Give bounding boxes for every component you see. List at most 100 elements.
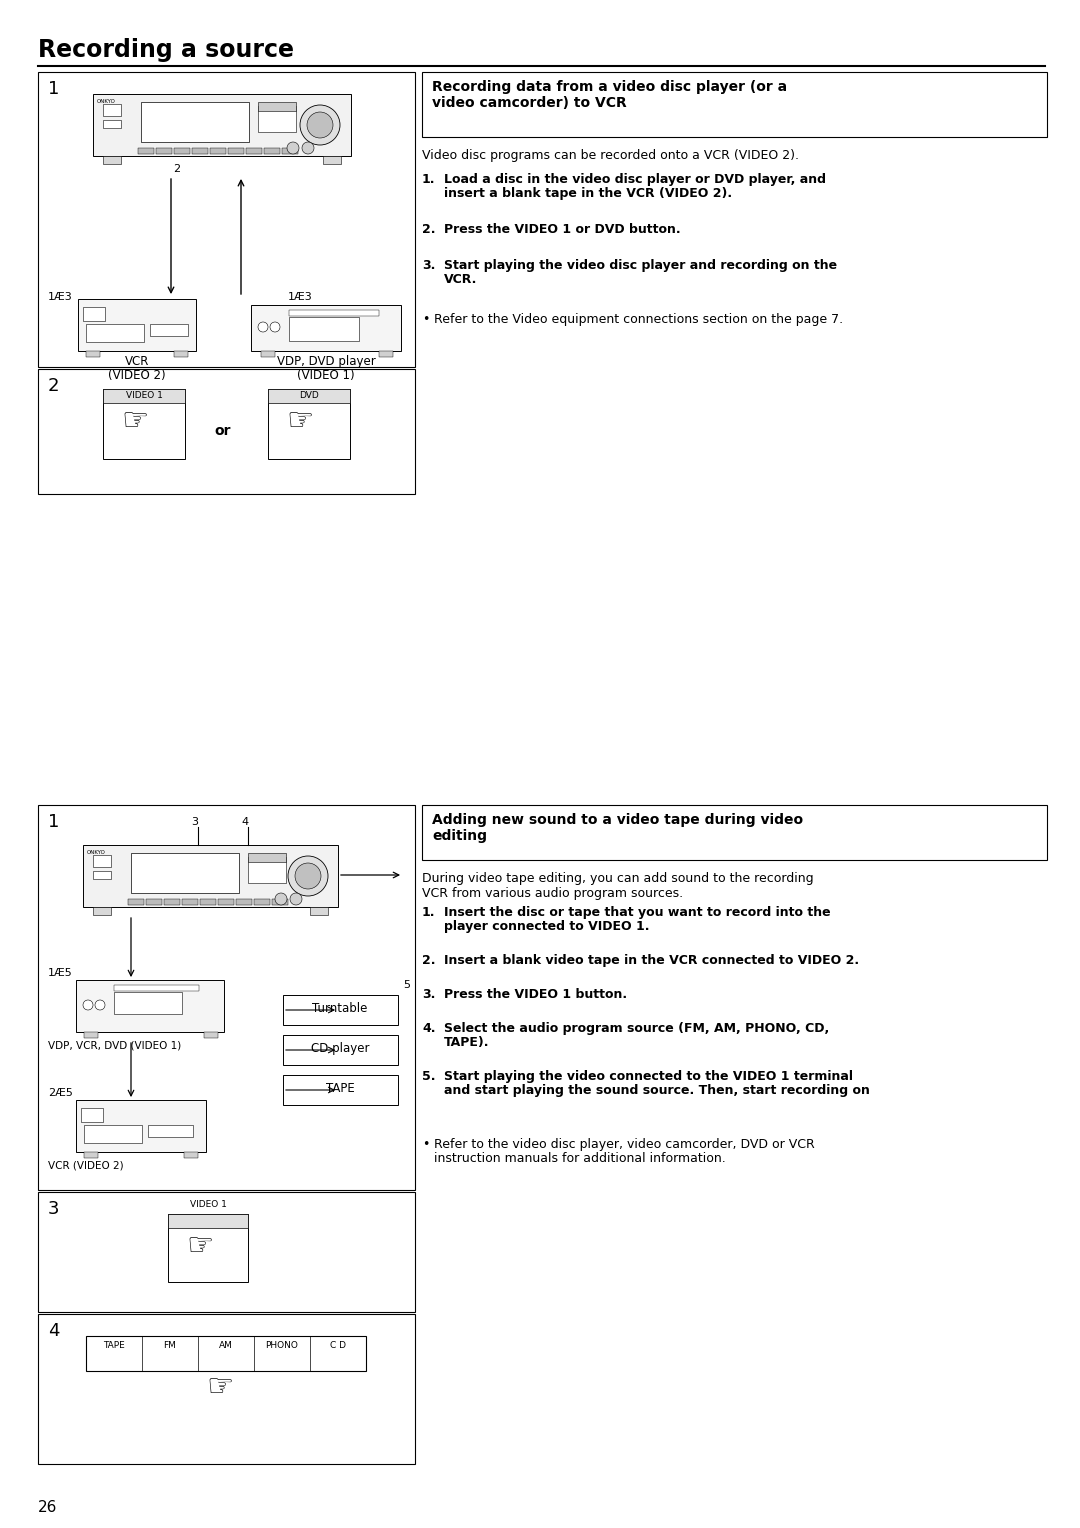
Bar (248, 853, 286, 862)
Text: 2: 2 (48, 377, 59, 396)
Text: VDP, VCR, DVD (VIDEO 1): VDP, VCR, DVD (VIDEO 1) (48, 1041, 181, 1050)
Text: ☞: ☞ (286, 406, 313, 435)
Text: ☞: ☞ (186, 1232, 214, 1261)
Bar (86, 1335, 366, 1371)
Text: TAPE: TAPE (326, 1082, 354, 1096)
Bar (168, 1215, 248, 1229)
Bar (93, 95, 351, 156)
Circle shape (258, 322, 268, 332)
Bar (93, 856, 111, 866)
Bar (283, 1076, 399, 1105)
Bar (38, 1314, 415, 1464)
Text: 3.: 3. (422, 989, 435, 1001)
Text: (VIDEO 2): (VIDEO 2) (108, 368, 166, 382)
Bar (78, 299, 195, 351)
Circle shape (291, 892, 302, 905)
Bar (183, 898, 198, 905)
Text: Insert a blank video tape in the VCR connected to VIDEO 2.: Insert a blank video tape in the VCR con… (444, 953, 859, 967)
Bar (204, 1031, 218, 1038)
Bar (93, 908, 111, 915)
Bar (283, 995, 399, 1025)
Text: VDP, DVD player: VDP, DVD player (276, 354, 376, 368)
Text: 1: 1 (48, 79, 59, 98)
Text: Adding new sound to a video tape during video
editing: Adding new sound to a video tape during … (432, 813, 804, 843)
Text: TAPE).: TAPE). (444, 1036, 489, 1050)
Text: 2Æ5: 2Æ5 (48, 1088, 72, 1099)
Text: Load a disc in the video disc player or DVD player, and: Load a disc in the video disc player or … (444, 173, 826, 186)
Text: 1Æ5: 1Æ5 (48, 969, 72, 978)
Text: 1Æ3: 1Æ3 (48, 292, 72, 303)
Bar (246, 148, 262, 154)
Bar (38, 368, 415, 494)
Bar (83, 845, 338, 908)
Circle shape (95, 999, 105, 1010)
Text: VIDEO 1: VIDEO 1 (190, 1199, 227, 1209)
Text: instruction manuals for additional information.: instruction manuals for additional infor… (434, 1152, 726, 1164)
Text: player connected to VIDEO 1.: player connected to VIDEO 1. (444, 920, 649, 934)
Text: PHONO: PHONO (266, 1342, 298, 1351)
Text: 4.: 4. (422, 1022, 435, 1034)
Circle shape (302, 142, 314, 154)
Text: 5.: 5. (422, 1070, 435, 1083)
Text: 5: 5 (403, 979, 410, 990)
Text: ONKYO: ONKYO (87, 850, 106, 856)
Bar (289, 316, 359, 341)
Bar (228, 148, 244, 154)
Circle shape (287, 142, 299, 154)
Bar (210, 148, 226, 154)
Text: Select the audio program source (FM, AM, PHONO, CD,: Select the audio program source (FM, AM,… (444, 1022, 829, 1034)
Bar (268, 390, 350, 403)
Bar (103, 390, 185, 458)
Text: VCR: VCR (125, 354, 149, 368)
Text: Insert the disc or tape that you want to record into the: Insert the disc or tape that you want to… (444, 906, 831, 918)
Circle shape (300, 105, 340, 145)
Text: ☞: ☞ (206, 1374, 233, 1403)
Circle shape (307, 112, 333, 138)
Bar (261, 351, 275, 358)
Bar (84, 1031, 98, 1038)
Bar (258, 105, 296, 131)
Text: or: or (215, 423, 231, 439)
Text: •: • (422, 313, 430, 325)
Text: ☞: ☞ (121, 406, 148, 435)
Text: TAPE: TAPE (103, 1342, 125, 1351)
Bar (174, 148, 190, 154)
Text: VIDEO 1: VIDEO 1 (125, 391, 162, 400)
Text: 3: 3 (48, 1199, 59, 1218)
Text: 1.: 1. (422, 173, 435, 186)
Text: CD player: CD player (311, 1042, 369, 1054)
Bar (38, 72, 415, 367)
Bar (237, 898, 252, 905)
Bar (310, 908, 328, 915)
Circle shape (83, 999, 93, 1010)
Bar (76, 979, 224, 1031)
Bar (76, 1100, 206, 1152)
Bar (131, 853, 239, 892)
Bar (84, 1152, 98, 1158)
Text: •: • (422, 1138, 430, 1151)
Bar (282, 148, 298, 154)
Text: 4: 4 (242, 817, 248, 827)
Bar (323, 156, 341, 163)
Text: AM: AM (219, 1342, 233, 1351)
Bar (129, 898, 144, 905)
Text: 1: 1 (48, 813, 59, 831)
Bar (103, 156, 121, 163)
Text: 3: 3 (191, 817, 199, 827)
Circle shape (295, 863, 321, 889)
Bar (164, 898, 180, 905)
Bar (86, 351, 100, 358)
Text: Recording data from a video disc player (or a
video camcorder) to VCR: Recording data from a video disc player … (432, 79, 787, 110)
Bar (254, 898, 270, 905)
Bar (83, 307, 105, 321)
Text: Turntable: Turntable (312, 1002, 367, 1015)
Bar (103, 390, 185, 403)
Circle shape (275, 892, 287, 905)
Bar (379, 351, 393, 358)
Bar (184, 1152, 198, 1158)
Text: Refer to the video disc player, video camcorder, DVD or VCR: Refer to the video disc player, video ca… (434, 1138, 814, 1151)
Text: Refer to the Video equipment connections section on the page 7.: Refer to the Video equipment connections… (434, 313, 843, 325)
Bar (289, 310, 379, 316)
Text: 26: 26 (38, 1500, 57, 1514)
Text: and start playing the sound source. Then, start recording on: and start playing the sound source. Then… (444, 1083, 869, 1097)
